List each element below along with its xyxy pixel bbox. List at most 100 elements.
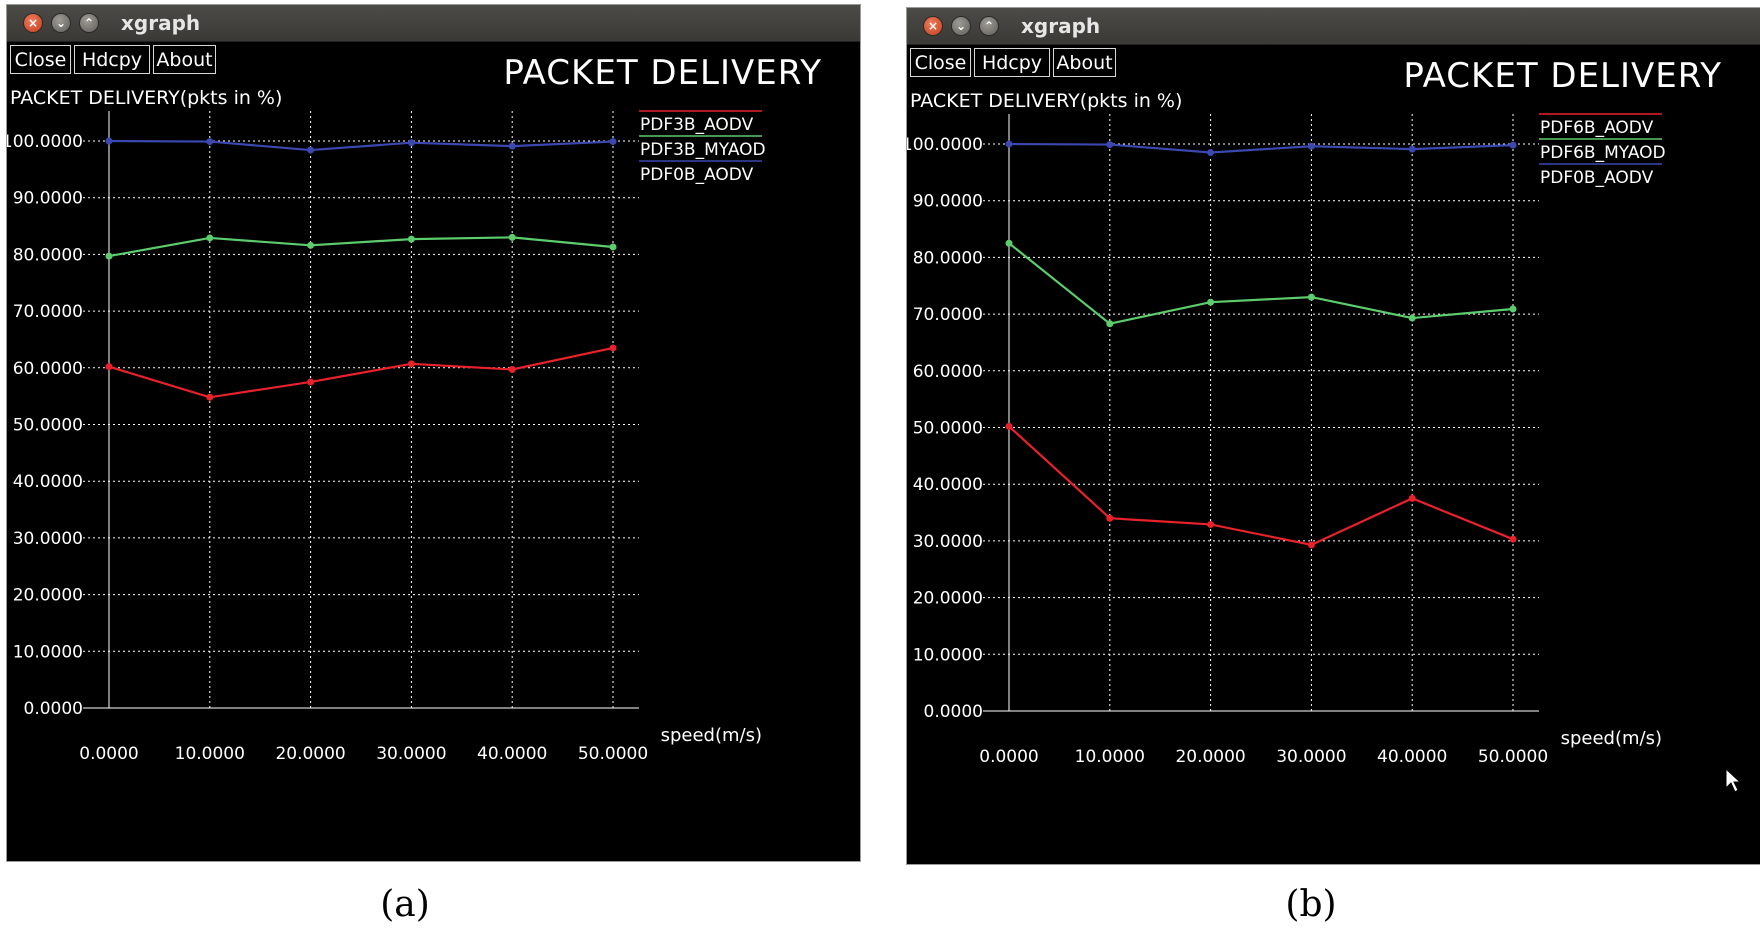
- window-close-icon[interactable]: ×: [923, 16, 943, 36]
- figure-caption-a: (a): [380, 884, 430, 925]
- x-tick-label: 30.0000: [376, 744, 446, 764]
- y-tick-label: 70.0000: [13, 302, 83, 322]
- data-point: [1509, 141, 1517, 149]
- about-button[interactable]: About: [1053, 48, 1116, 77]
- data-point: [1307, 293, 1315, 301]
- xgraph-window-a: × ⌄ ⌃ xgraph Close Hdcpy About PACKET DE…: [6, 4, 861, 862]
- y-tick-label: 0.0000: [924, 702, 983, 722]
- y-tick-label: 20.0000: [13, 586, 83, 606]
- hdcpy-button[interactable]: Hdcpy: [974, 48, 1050, 77]
- y-tick-label: 50.0000: [13, 416, 83, 436]
- y-axis-label: PACKET DELIVERY(pkts in %): [910, 90, 1183, 112]
- data-point: [1307, 541, 1315, 549]
- x-axis-label: speed(m/s): [1561, 728, 1662, 749]
- legend-label: PDF0B_AODV: [1540, 168, 1654, 188]
- chart-title: PACKET DELIVERY: [503, 53, 822, 93]
- data-point: [105, 363, 113, 371]
- y-tick-label: 10.0000: [913, 645, 983, 665]
- data-point: [1106, 514, 1114, 522]
- series-line: [108, 346, 614, 399]
- data-point: [1207, 298, 1215, 306]
- data-point: [508, 366, 516, 374]
- data-point: [407, 235, 415, 243]
- close-button[interactable]: Close: [10, 45, 71, 74]
- title-bar: × ⌄ ⌃ xgraph: [7, 5, 860, 42]
- legend-label: PDF6B_AODV: [1540, 118, 1654, 138]
- packet-delivery-plot-b: 0.0000 10.0000 20.0000 30.0000 40.0000 50.000…: [907, 113, 1666, 767]
- x-tick-label: 50.0000: [1478, 747, 1548, 767]
- y-tick-label: 30.0000: [913, 532, 983, 552]
- window-close-icon[interactable]: ×: [23, 13, 43, 33]
- y-tick-label: 100.0000: [7, 132, 83, 152]
- y-tick-label: 60.0000: [913, 362, 983, 382]
- series-line: [108, 236, 614, 258]
- data-point: [407, 139, 415, 147]
- data-point: [105, 252, 113, 260]
- y-tick-label: 80.0000: [13, 245, 83, 265]
- title-bar: × ⌄ ⌃ xgraph: [907, 8, 1760, 45]
- data-point: [407, 360, 415, 368]
- about-button[interactable]: About: [153, 45, 216, 74]
- packet-delivery-plot-a: 0.0000 10.0000 20.0000 30.0000 40.0000 50.000…: [7, 110, 766, 764]
- data-point: [206, 393, 214, 401]
- x-tick-label: 0.0000: [79, 744, 138, 764]
- data-point: [206, 138, 214, 146]
- y-tick-label: 30.0000: [13, 529, 83, 549]
- data-point: [307, 241, 315, 249]
- data-point: [508, 233, 516, 241]
- data-point: [1207, 520, 1215, 528]
- y-tick-label: 90.0000: [13, 189, 83, 209]
- data-point: [508, 142, 516, 150]
- y-tick-label: 20.0000: [913, 589, 983, 609]
- data-point: [307, 146, 315, 154]
- data-point: [1509, 535, 1517, 543]
- data-point: [105, 137, 113, 145]
- y-tick-label: 60.0000: [13, 359, 83, 379]
- x-tick-label: 40.0000: [1377, 747, 1447, 767]
- legend-label: PDF0B_AODV: [640, 165, 754, 185]
- figure-caption-b: (b): [1285, 884, 1337, 925]
- series-line: [108, 139, 614, 152]
- data-point: [1106, 320, 1114, 328]
- x-tick-label: 40.0000: [477, 744, 547, 764]
- legend-label: PDF3B_AODV: [640, 115, 754, 135]
- window-minimize-icon[interactable]: ⌄: [951, 16, 971, 36]
- x-tick-label: 0.0000: [979, 747, 1038, 767]
- window-minimize-icon[interactable]: ⌄: [51, 13, 71, 33]
- y-tick-label: 0.0000: [24, 699, 83, 719]
- data-point: [307, 378, 315, 386]
- window-title: xgraph: [121, 11, 201, 35]
- x-tick-label: 50.0000: [578, 744, 648, 764]
- data-point: [1408, 145, 1416, 153]
- x-tick-label: 20.0000: [1175, 747, 1245, 767]
- chart-title: PACKET DELIVERY: [1403, 56, 1722, 96]
- data-point: [1005, 239, 1013, 247]
- y-tick-label: 40.0000: [13, 472, 83, 492]
- data-point: [609, 138, 617, 146]
- data-point: [1408, 494, 1416, 502]
- legend-label: PDF3B_MYAOD: [640, 140, 766, 160]
- y-tick-label: 50.0000: [913, 419, 983, 439]
- window-title: xgraph: [1021, 14, 1101, 38]
- x-tick-label: 20.0000: [275, 744, 345, 764]
- window-maximize-icon[interactable]: ⌃: [79, 13, 99, 33]
- y-axis-label: PACKET DELIVERY(pkts in %): [10, 87, 283, 109]
- x-axis-label: speed(m/s): [661, 725, 762, 746]
- y-tick-label: 100.0000: [907, 135, 983, 155]
- x-tick-label: 30.0000: [1276, 747, 1346, 767]
- x-tick-label: 10.0000: [1075, 747, 1145, 767]
- x-tick-label: 10.0000: [175, 744, 245, 764]
- data-point: [1307, 142, 1315, 150]
- data-point: [1207, 149, 1215, 157]
- y-tick-label: 90.0000: [913, 192, 983, 212]
- y-tick-label: 80.0000: [913, 248, 983, 268]
- window-maximize-icon[interactable]: ⌃: [979, 16, 999, 36]
- data-point: [609, 243, 617, 251]
- series-line: [1008, 142, 1514, 154]
- y-tick-label: 40.0000: [913, 475, 983, 495]
- close-button[interactable]: Close: [910, 48, 971, 77]
- data-point: [1005, 140, 1013, 148]
- data-point: [1005, 422, 1013, 430]
- hdcpy-button[interactable]: Hdcpy: [74, 45, 150, 74]
- data-point: [609, 344, 617, 352]
